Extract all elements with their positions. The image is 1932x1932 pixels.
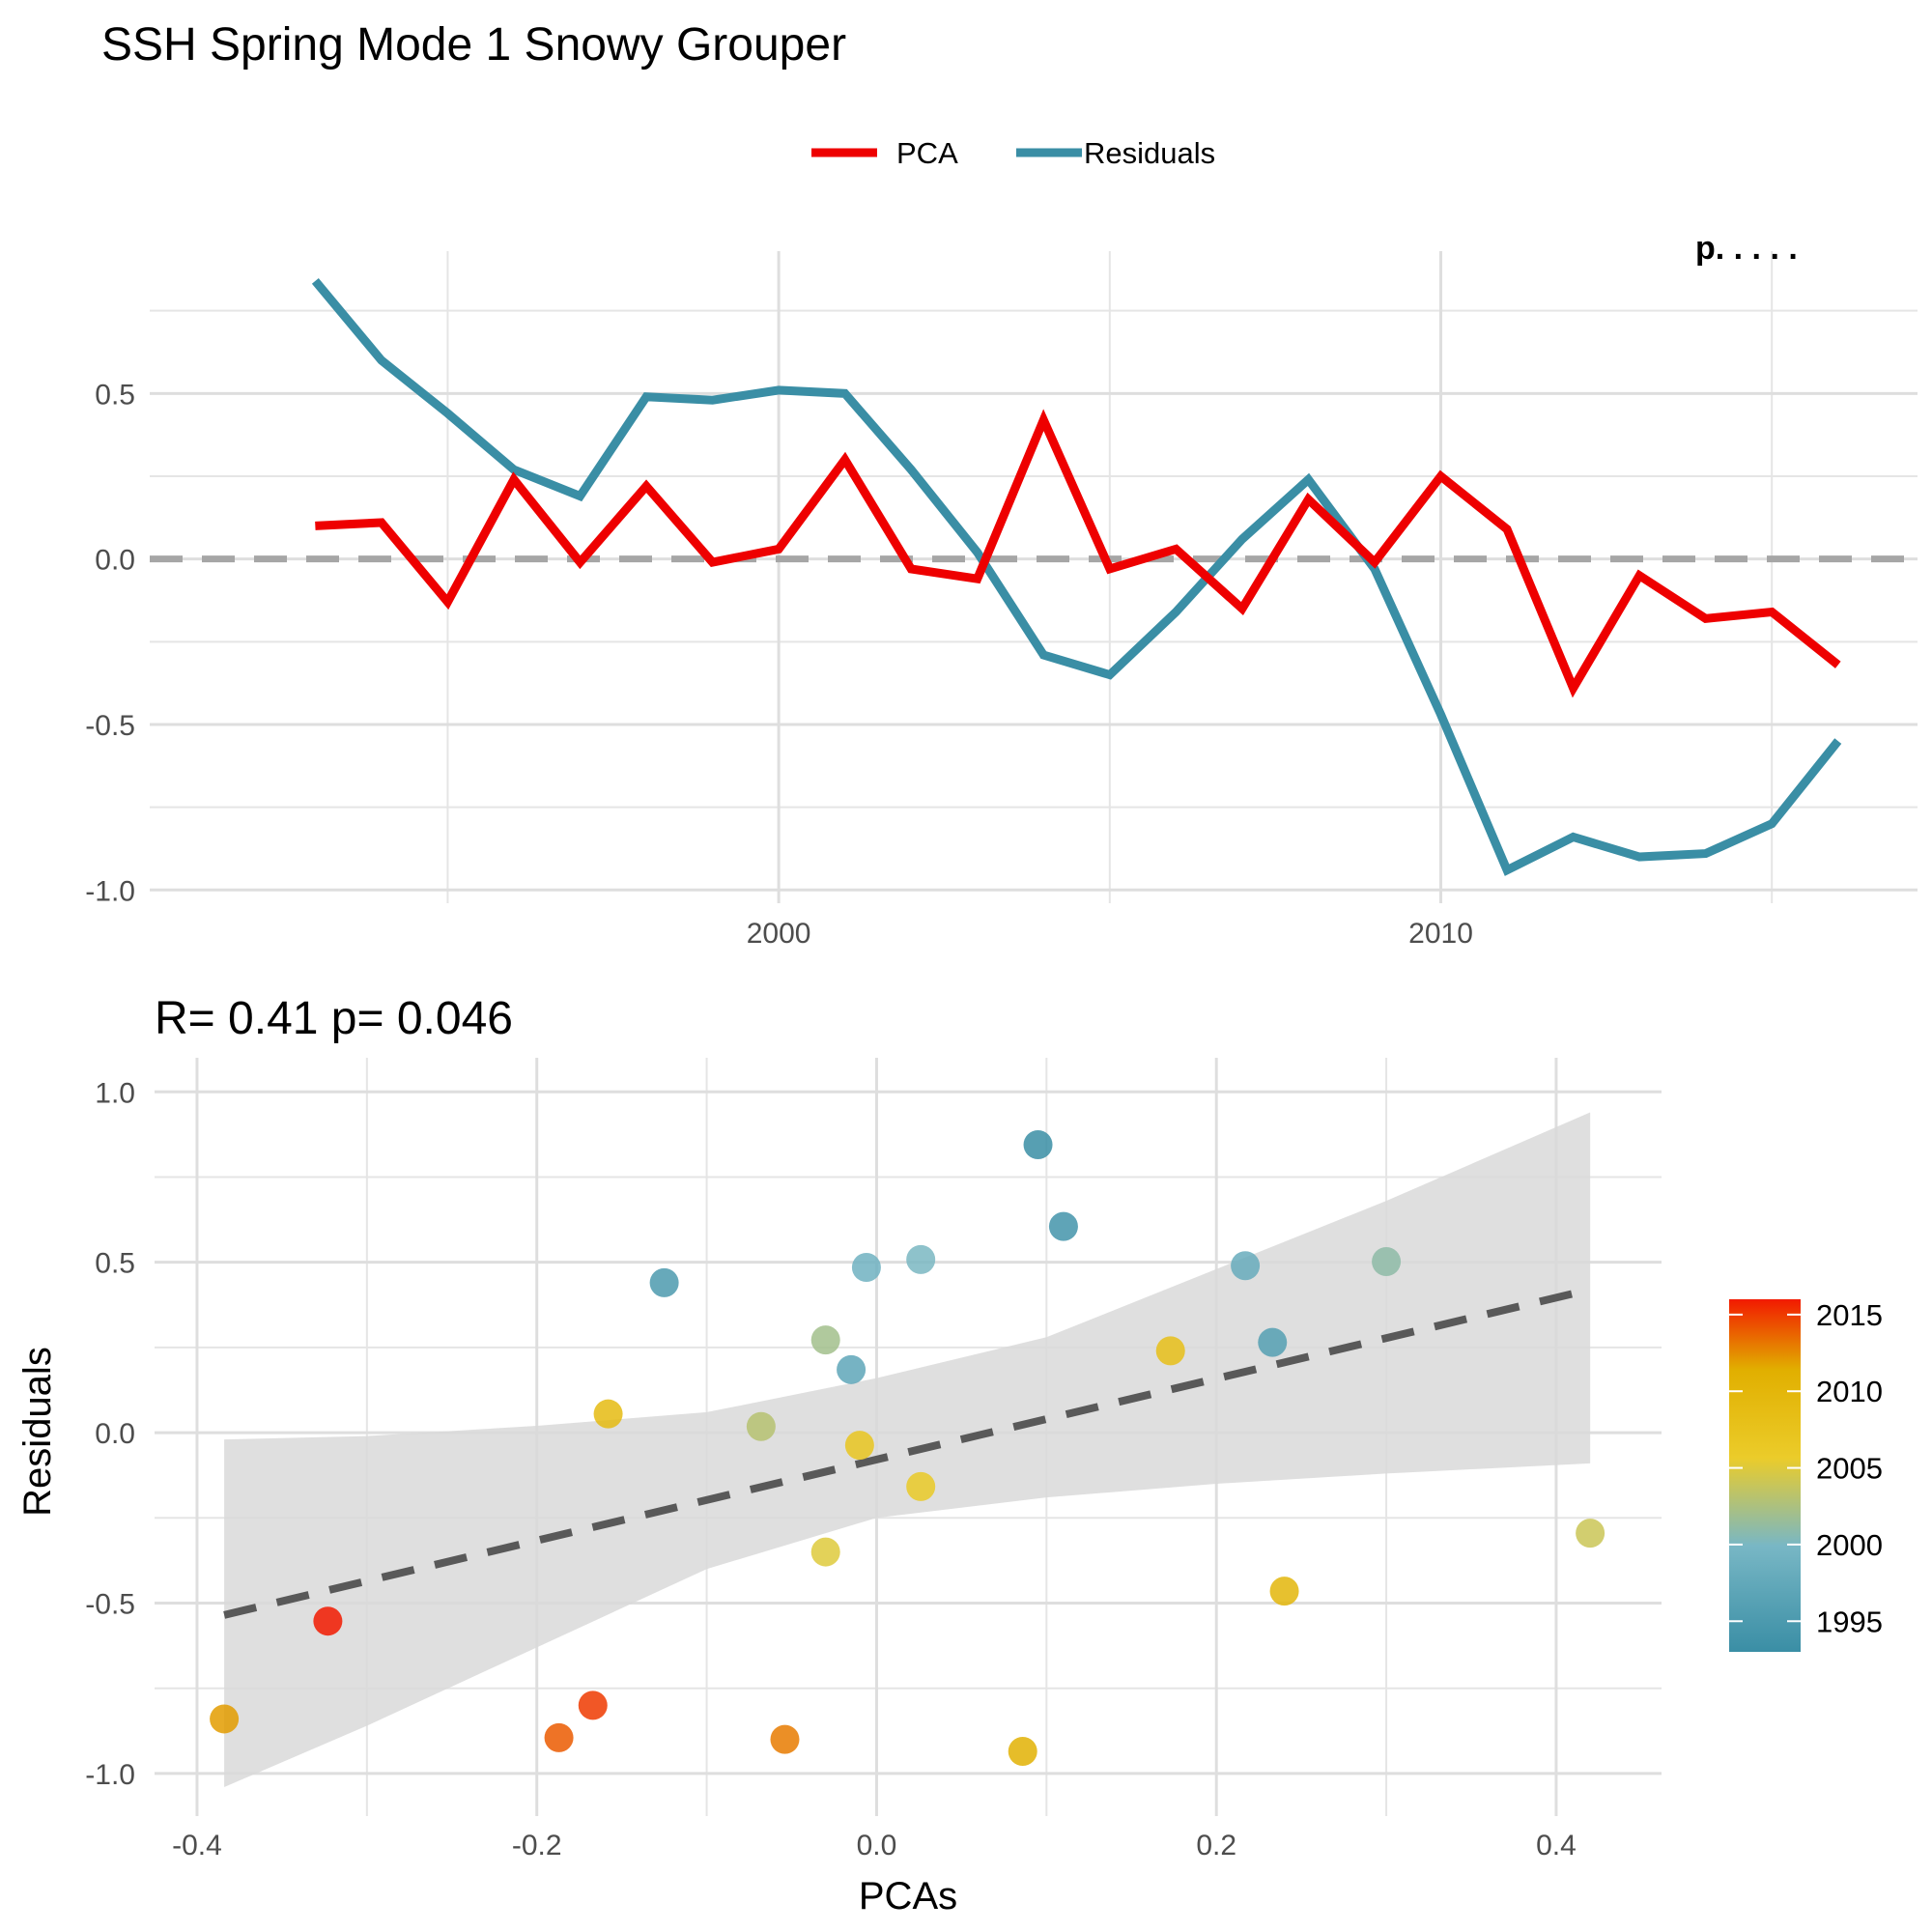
regression-line bbox=[223, 1286, 1592, 1619]
scatter-point-2013 bbox=[770, 1724, 800, 1754]
corner-label: p. . . . . bbox=[1695, 230, 1798, 267]
scatter-point-2008 bbox=[1155, 1336, 1185, 1366]
scatter-point-2009 bbox=[593, 1399, 623, 1429]
top-y-tick-labels: 0.5 0.0 -0.5 -1.0 bbox=[85, 379, 135, 907]
chart-title: SSH Spring Mode 1 Snowy Grouper bbox=[101, 19, 846, 71]
y-axis-title: Residuals bbox=[16, 1347, 59, 1517]
scatter-x-tick-label: -0.2 bbox=[512, 1830, 562, 1861]
top-x-tick-labels: 2000 2010 bbox=[747, 918, 1473, 950]
confidence-band bbox=[224, 1112, 1591, 1788]
time-series-lines bbox=[311, 277, 1842, 876]
colorbar-gradient bbox=[1729, 1299, 1801, 1652]
scatter-point-2015 bbox=[578, 1690, 608, 1720]
scatter-y-tick-label: -1.0 bbox=[85, 1759, 135, 1791]
colorbar-tick-label: 2010 bbox=[1816, 1375, 1883, 1408]
scatter-y-tick-label: 0.5 bbox=[95, 1248, 135, 1280]
scatter-y-tick-label: 0.0 bbox=[95, 1418, 135, 1450]
top-y-tick-label: -0.5 bbox=[85, 710, 135, 742]
time-series-panel: 0.5 0.0 -0.5 -1.0 2000 2010 p. . . . . bbox=[85, 230, 1918, 950]
scatter-point-1994 bbox=[1048, 1211, 1078, 1241]
legend: PCA Residuals bbox=[811, 136, 1215, 170]
top-y-tick-label: 0.0 bbox=[95, 545, 135, 577]
year-colorbar: 2015 2010 2005 2000 1995 bbox=[1729, 1298, 1883, 1652]
scatter-point-2007 bbox=[844, 1431, 874, 1461]
colorbar-tick-label: 2015 bbox=[1816, 1298, 1883, 1332]
scatter-y-tick-labels: 1.0 0.5 0.0 -0.5 -1.0 bbox=[85, 1077, 135, 1791]
scatter-y-tick-label: 1.0 bbox=[95, 1077, 135, 1109]
scatter-point-1997 bbox=[837, 1354, 867, 1384]
fit-line bbox=[223, 1286, 1592, 1619]
scatter-point-2003 bbox=[746, 1411, 776, 1441]
scatter-point-2000 bbox=[906, 1244, 936, 1274]
scatter-point-2014 bbox=[544, 1722, 574, 1752]
top-x-tick-label: 2010 bbox=[1408, 918, 1473, 950]
scatter-y-tick-label: -0.5 bbox=[85, 1588, 135, 1620]
legend-label-pca: PCA bbox=[896, 136, 958, 170]
scatter-point-1996 bbox=[1258, 1327, 1288, 1357]
scatter-point-2002 bbox=[810, 1325, 840, 1355]
top-x-tick-label: 2000 bbox=[747, 918, 811, 950]
scatter-point-2016 bbox=[313, 1606, 343, 1636]
scatter-point-2001 bbox=[1372, 1246, 1402, 1276]
colorbar-tick-label: 2000 bbox=[1816, 1528, 1883, 1562]
scatter-point-2004 bbox=[1576, 1519, 1605, 1548]
confidence-ribbon bbox=[224, 1112, 1591, 1788]
top-gridlines bbox=[150, 251, 1918, 903]
colorbar-tick-label: 2005 bbox=[1816, 1452, 1883, 1486]
scatter-point-2010 bbox=[1269, 1577, 1299, 1606]
scatter-point-2005 bbox=[810, 1537, 840, 1567]
scatter-points bbox=[210, 1129, 1605, 1766]
scatter-point-1995 bbox=[649, 1267, 679, 1297]
series-line-residuals bbox=[311, 277, 1842, 876]
series-line-pca bbox=[315, 409, 1841, 698]
scatter-x-tick-label: 0.2 bbox=[1196, 1830, 1236, 1861]
scatter-point-1999 bbox=[851, 1252, 881, 1282]
scatter-x-tick-label: -0.4 bbox=[172, 1830, 222, 1861]
colorbar-tick-label: 1995 bbox=[1816, 1605, 1883, 1638]
colorbar-ticks: 2015 2010 2005 2000 1995 bbox=[1729, 1298, 1883, 1638]
scatter-x-tick-label: 0.4 bbox=[1536, 1830, 1577, 1861]
x-axis-title: PCAs bbox=[859, 1875, 957, 1918]
top-y-tick-label: -1.0 bbox=[85, 875, 135, 907]
top-y-tick-label: 0.5 bbox=[95, 379, 135, 411]
scatter-point-2011 bbox=[1008, 1736, 1037, 1766]
legend-label-residuals: Residuals bbox=[1084, 136, 1215, 170]
scatter-panel: 1.0 0.5 0.0 -0.5 -1.0 -0.4 -0.2 0.0 0.2 0.4 PCAs… bbox=[16, 1058, 1662, 1918]
scatter-x-tick-labels: -0.4 -0.2 0.0 0.2 0.4 bbox=[172, 1830, 1577, 1861]
scatter-x-tick-label: 0.0 bbox=[857, 1830, 897, 1861]
scatter-point-1998 bbox=[1231, 1251, 1261, 1281]
scatter-point-1993 bbox=[1023, 1129, 1053, 1159]
scatter-subtitle: R= 0.41 p= 0.046 bbox=[155, 993, 513, 1044]
scatter-point-2012 bbox=[210, 1704, 240, 1734]
scatter-point-2006 bbox=[906, 1471, 936, 1501]
